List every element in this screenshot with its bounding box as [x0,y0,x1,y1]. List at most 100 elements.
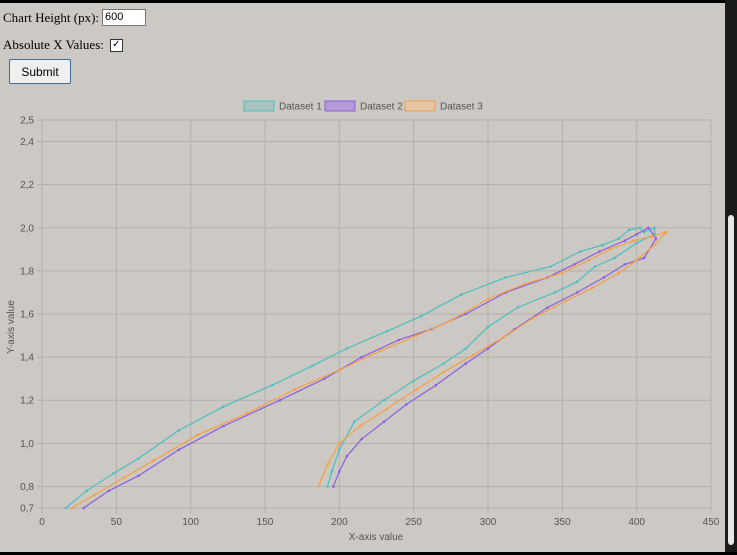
data-point[interactable] [654,237,658,240]
data-point[interactable] [293,388,297,391]
data-point[interactable] [635,241,638,245]
data-point[interactable] [323,377,326,380]
data-point[interactable] [531,317,534,320]
data-point[interactable] [177,429,181,432]
data-point[interactable] [587,258,591,262]
data-point[interactable] [360,437,363,441]
data-point[interactable] [245,411,249,415]
data-point[interactable] [647,226,650,230]
data-point[interactable] [85,489,88,493]
data-point[interactable] [311,364,314,368]
data-point[interactable] [459,293,463,296]
data-point[interactable] [564,299,567,303]
data-point[interactable] [338,448,341,452]
data-point[interactable] [442,362,445,365]
data-point[interactable] [653,243,656,247]
data-point[interactable] [70,506,74,510]
data-point[interactable] [122,476,126,480]
data-point[interactable] [222,424,225,428]
data-point[interactable] [464,347,468,350]
data-point[interactable] [222,405,225,408]
data-point[interactable] [553,291,557,294]
data-point[interactable] [546,306,549,309]
chart-legend[interactable]: Dataset 1 Dataset 2 Dataset 3 [243,100,483,113]
data-point[interactable] [326,463,329,467]
data-point[interactable] [516,306,520,309]
data-point[interactable] [330,470,334,473]
data-point[interactable] [345,454,349,458]
data-point[interactable] [64,506,68,510]
data-point[interactable] [382,398,386,402]
legend-label[interactable]: Dataset 2 [360,102,403,113]
data-point[interactable] [617,271,621,275]
data-point[interactable] [578,250,582,253]
legend-swatch[interactable] [404,100,436,112]
data-point[interactable] [598,250,601,253]
chart-height-input[interactable]: 600 [102,9,147,26]
data-point[interactable] [382,420,386,424]
data-point[interactable] [317,485,320,488]
data-point[interactable] [486,347,490,350]
data-point[interactable] [635,258,638,262]
data-point[interactable] [338,442,341,445]
data-point[interactable] [642,230,646,234]
data-point[interactable] [617,237,621,240]
data-point[interactable] [137,474,140,477]
data-point[interactable] [608,248,612,251]
data-point[interactable] [152,459,155,462]
data-point[interactable] [638,226,641,230]
data-point[interactable] [575,280,579,283]
legend-swatch[interactable] [324,100,356,112]
data-point[interactable] [415,388,418,391]
data-point[interactable] [665,230,668,234]
data-point[interactable] [561,271,564,275]
data-point[interactable] [549,265,552,268]
legend-label[interactable]: Dataset 1 [279,102,322,113]
data-point[interactable] [345,347,349,350]
data-point[interactable] [623,239,627,243]
data-point[interactable] [107,489,111,493]
data-point[interactable] [326,485,329,488]
data-point[interactable] [352,420,356,424]
data-point[interactable] [112,472,115,475]
data-point[interactable] [385,407,389,411]
data-point[interactable] [338,470,341,473]
data-point[interactable] [650,235,653,238]
legend-swatch[interactable] [243,100,275,112]
data-point[interactable] [271,383,274,387]
data-point[interactable] [82,506,85,510]
data-point[interactable] [575,291,579,294]
data-point[interactable] [177,448,181,452]
vertical-scrollbar[interactable] [728,215,734,545]
data-point[interactable] [523,282,527,286]
data-point[interactable] [385,329,389,333]
data-point[interactable] [412,379,415,383]
data-point[interactable] [278,398,282,402]
data-point[interactable] [486,297,490,301]
data-point[interactable] [397,338,401,342]
data-point[interactable] [632,239,635,243]
data-point[interactable] [404,403,408,406]
data-point[interactable] [360,355,363,359]
absolute-x-checkbox[interactable]: ✓ [109,38,123,52]
data-point[interactable] [442,370,445,374]
data-point[interactable] [486,325,490,329]
data-point[interactable] [653,226,656,230]
data-point[interactable] [464,312,468,316]
data-point[interactable] [590,286,594,290]
data-point[interactable] [593,265,597,268]
data-point[interactable] [642,256,646,260]
data-point[interactable] [92,493,96,497]
data-point[interactable] [137,457,140,460]
data-point[interactable] [635,232,638,236]
data-point[interactable] [415,334,418,337]
data-point[interactable] [419,314,423,318]
data-point[interactable] [613,256,616,260]
data-point[interactable] [449,319,453,322]
submit-button[interactable]: Submit [9,59,71,84]
data-point[interactable] [196,433,200,437]
data-point[interactable] [627,228,631,232]
data-point[interactable] [471,353,475,357]
data-point[interactable] [358,424,362,428]
data-point[interactable] [602,276,606,279]
